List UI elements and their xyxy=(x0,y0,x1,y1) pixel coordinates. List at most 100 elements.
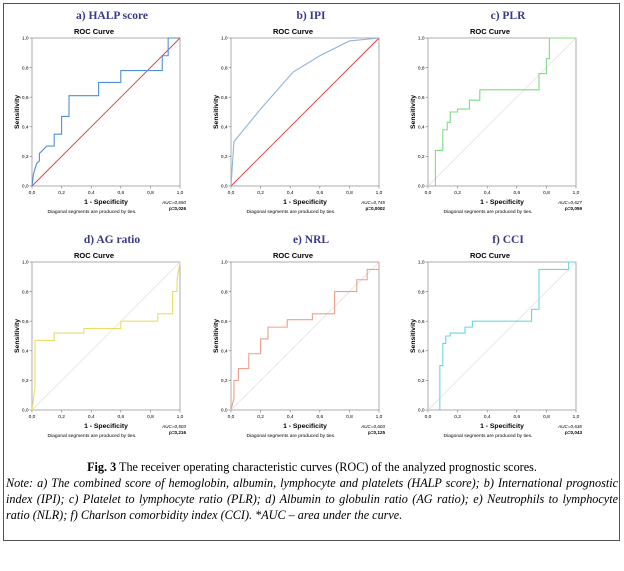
y-tick-label: 1,0 xyxy=(22,260,29,266)
auc-label: AUC=0,627 xyxy=(557,200,582,205)
x-tick-label: 0,4 xyxy=(88,190,95,196)
y-tick-label: 0,8 xyxy=(418,65,425,71)
x-tick-label: 1,0 xyxy=(573,414,580,420)
roc-figure: a) HALP score ROC Curve 0,0 0,2 0,4 0,6 0,8 1,0… xyxy=(14,10,582,439)
panel-label: b) IPI xyxy=(296,10,326,22)
x-tick-label: 0,2 xyxy=(257,414,264,420)
y-tick-label: 0,6 xyxy=(22,95,29,101)
roc-panel-3: c) PLR ROC Curve 0,0 0,2 0,4 0,6 0,8 1,0 0,0 0,2 0… xyxy=(410,10,582,215)
y-tick-label: 0,8 xyxy=(221,289,228,295)
x-tick-label: 0,4 xyxy=(484,190,491,196)
x-axis-label: 1 - Specificity xyxy=(283,423,327,430)
x-tick-label: 0,0 xyxy=(29,414,36,420)
ties-footnote: Diagonal segments are produced by ties. xyxy=(247,433,336,439)
roc-panel-2: b) IPI ROC Curve 0,0 0,2 0,4 0,6 0,8 1,0 0,0 0,2 0… xyxy=(213,10,385,215)
y-tick-label: 0,8 xyxy=(418,289,425,295)
auc-label: AUC=0,650 xyxy=(161,200,186,205)
chart-title: ROC Curve xyxy=(470,27,510,36)
y-tick-label: 0,2 xyxy=(221,378,228,384)
panel-label: e) NRL xyxy=(293,234,329,246)
y-tick-label: 0,2 xyxy=(221,154,228,160)
y-tick-label: 0,4 xyxy=(221,349,228,355)
y-axis-label: Sensitivity xyxy=(213,95,220,129)
caption-note: Note: a) The combined score of hemoglobi… xyxy=(6,476,618,522)
chart-title: ROC Curve xyxy=(273,251,313,260)
roc-panel-1: a) HALP score ROC Curve 0,0 0,2 0,4 0,6 0,8 1,0… xyxy=(14,10,186,215)
x-tick-label: 0,6 xyxy=(117,190,124,196)
x-tick-label: 0,2 xyxy=(58,414,65,420)
y-tick-label: 1,0 xyxy=(221,260,228,266)
y-tick-label: 0,2 xyxy=(22,154,29,160)
caption-title: The receiver operating characteristic cu… xyxy=(116,460,537,474)
reference-line xyxy=(230,261,380,411)
panel-label: f) CCI xyxy=(492,234,524,246)
reference-line xyxy=(427,37,577,187)
x-tick-label: 0,6 xyxy=(513,190,520,196)
y-tick-label: 0,4 xyxy=(418,349,425,355)
y-tick-label: 0,2 xyxy=(22,378,29,384)
y-tick-label: 0,0 xyxy=(22,184,29,190)
roc-panel-4: d) AG ratio ROC Curve 0,0 0,2 0,4 0,6 0,8 1,0 0,… xyxy=(14,234,186,439)
x-tick-label: 0,8 xyxy=(346,414,353,420)
x-tick-label: 1,0 xyxy=(376,190,383,196)
p-value-label: p=0,216 xyxy=(169,430,186,435)
x-tick-label: 0,0 xyxy=(425,414,432,420)
auc-label: AUC=0,503 xyxy=(161,424,186,429)
roc-curve-line xyxy=(230,37,380,187)
y-tick-label: 0,2 xyxy=(418,154,425,160)
y-tick-label: 0,6 xyxy=(418,319,425,325)
caption-title-line: Fig. 3 The receiver operating characteri… xyxy=(6,459,618,475)
y-axis-label: Sensitivity xyxy=(410,95,417,129)
y-tick-label: 0,2 xyxy=(418,378,425,384)
chart-title: ROC Curve xyxy=(74,27,114,36)
x-tick-label: 1,0 xyxy=(177,190,184,196)
y-axis-label: Sensitivity xyxy=(14,319,21,353)
x-tick-label: 0,6 xyxy=(117,414,124,420)
y-tick-label: 0,4 xyxy=(22,349,29,355)
x-tick-label: 0,8 xyxy=(543,190,550,196)
roc-curve-line xyxy=(230,262,380,411)
auc-label: AUC=0,636 xyxy=(557,424,582,429)
x-tick-label: 0,4 xyxy=(484,414,491,420)
x-tick-label: 0,8 xyxy=(147,190,154,196)
ties-footnote: Diagonal segments are produced by ties. xyxy=(48,209,137,215)
x-tick-label: 0,2 xyxy=(454,414,461,420)
x-tick-label: 0,0 xyxy=(228,414,235,420)
y-axis-label: Sensitivity xyxy=(14,95,21,129)
x-tick-label: 0,4 xyxy=(88,414,95,420)
chart-title: ROC Curve xyxy=(74,251,114,260)
roc-curve-line xyxy=(439,261,576,410)
x-tick-label: 0,4 xyxy=(287,414,294,420)
y-axis-label: Sensitivity xyxy=(213,319,220,353)
p-value-label: p=0,026 xyxy=(169,206,186,211)
x-axis-label: 1 - Specificity xyxy=(84,423,128,430)
x-axis-label: 1 - Specificity xyxy=(283,199,327,206)
x-tick-label: 0,8 xyxy=(346,190,353,196)
y-tick-label: 0,8 xyxy=(22,289,29,295)
p-value-label: p=0,059 xyxy=(565,206,582,211)
y-tick-label: 0,0 xyxy=(221,184,228,190)
reference-line xyxy=(31,261,181,411)
figure-caption: Fig. 3 The receiver operating characteri… xyxy=(6,459,618,523)
caption-label: Fig. 3 xyxy=(87,460,117,474)
ties-footnote: Diagonal segments are produced by ties. xyxy=(444,209,533,215)
roc-curve-line xyxy=(434,37,576,186)
y-tick-label: 1,0 xyxy=(418,36,425,42)
y-tick-label: 0,8 xyxy=(22,65,29,71)
y-tick-label: 1,0 xyxy=(22,36,29,42)
x-tick-label: 0,6 xyxy=(513,414,520,420)
panel-label: a) HALP score xyxy=(76,10,148,22)
ties-footnote: Diagonal segments are produced by ties. xyxy=(48,433,137,439)
y-axis-label: Sensitivity xyxy=(410,319,417,353)
ties-footnote: Diagonal segments are produced by ties. xyxy=(247,209,336,215)
x-tick-label: 0,0 xyxy=(228,190,235,196)
x-tick-label: 0,2 xyxy=(454,190,461,196)
x-tick-label: 0,6 xyxy=(316,414,323,420)
x-tick-label: 1,0 xyxy=(376,414,383,420)
x-tick-label: 0,0 xyxy=(29,190,36,196)
roc-panel-5: e) NRL ROC Curve 0,0 0,2 0,4 0,6 0,8 1,0 0,0 0,2 0… xyxy=(213,234,385,439)
panel-label: d) AG ratio xyxy=(84,234,140,246)
y-tick-label: 0,6 xyxy=(22,319,29,325)
p-value-label: p=0,0002 xyxy=(365,206,385,211)
x-tick-label: 0,4 xyxy=(287,190,294,196)
